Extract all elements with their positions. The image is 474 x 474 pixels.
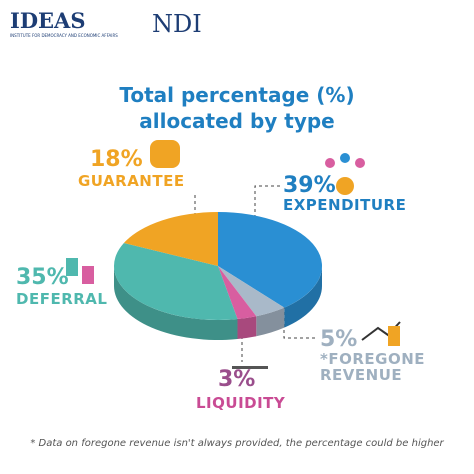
slice-side <box>114 266 238 340</box>
category-label: *FOREGONE REVENUE <box>320 350 426 384</box>
slice <box>218 211 322 308</box>
icon-coin <box>336 177 354 195</box>
category-label: LIQUIDITY <box>196 394 286 412</box>
slice-side <box>256 307 285 337</box>
slice-side <box>237 316 257 340</box>
slice <box>114 243 238 320</box>
icon <box>325 158 335 168</box>
value-label: 35% <box>16 265 69 290</box>
value-label: 39% <box>283 173 336 198</box>
category-label: DEFERRAL <box>16 290 108 308</box>
leader-line <box>254 185 280 236</box>
slice <box>218 266 257 320</box>
icon-coins <box>388 326 400 346</box>
icon <box>355 158 365 168</box>
chart-title: Total percentage (%) allocated by type <box>119 83 355 133</box>
icon-bill <box>82 266 94 284</box>
logo-left-subtitle: INSTITUTE FOR DEMOCRACY AND ECONOMIC AFF… <box>10 33 118 38</box>
logo-right: NDI <box>152 10 202 38</box>
footnote: * Data on foregone revenue isn't always … <box>30 438 444 449</box>
category-label: GUARANTEE <box>78 172 185 190</box>
category-label: EXPENDITURE <box>283 196 407 214</box>
slice <box>218 266 285 317</box>
value-label: 18% <box>90 147 143 172</box>
slice-side <box>284 266 322 328</box>
value-label: 3% <box>218 367 256 392</box>
icons <box>66 140 401 369</box>
icon-bill <box>66 258 78 276</box>
value-label: 5% <box>320 327 358 352</box>
slice <box>123 212 218 266</box>
icon-bag <box>150 140 180 168</box>
icon-scale <box>232 366 268 369</box>
icon <box>340 153 350 163</box>
logo-left: IDEAS <box>10 8 86 33</box>
